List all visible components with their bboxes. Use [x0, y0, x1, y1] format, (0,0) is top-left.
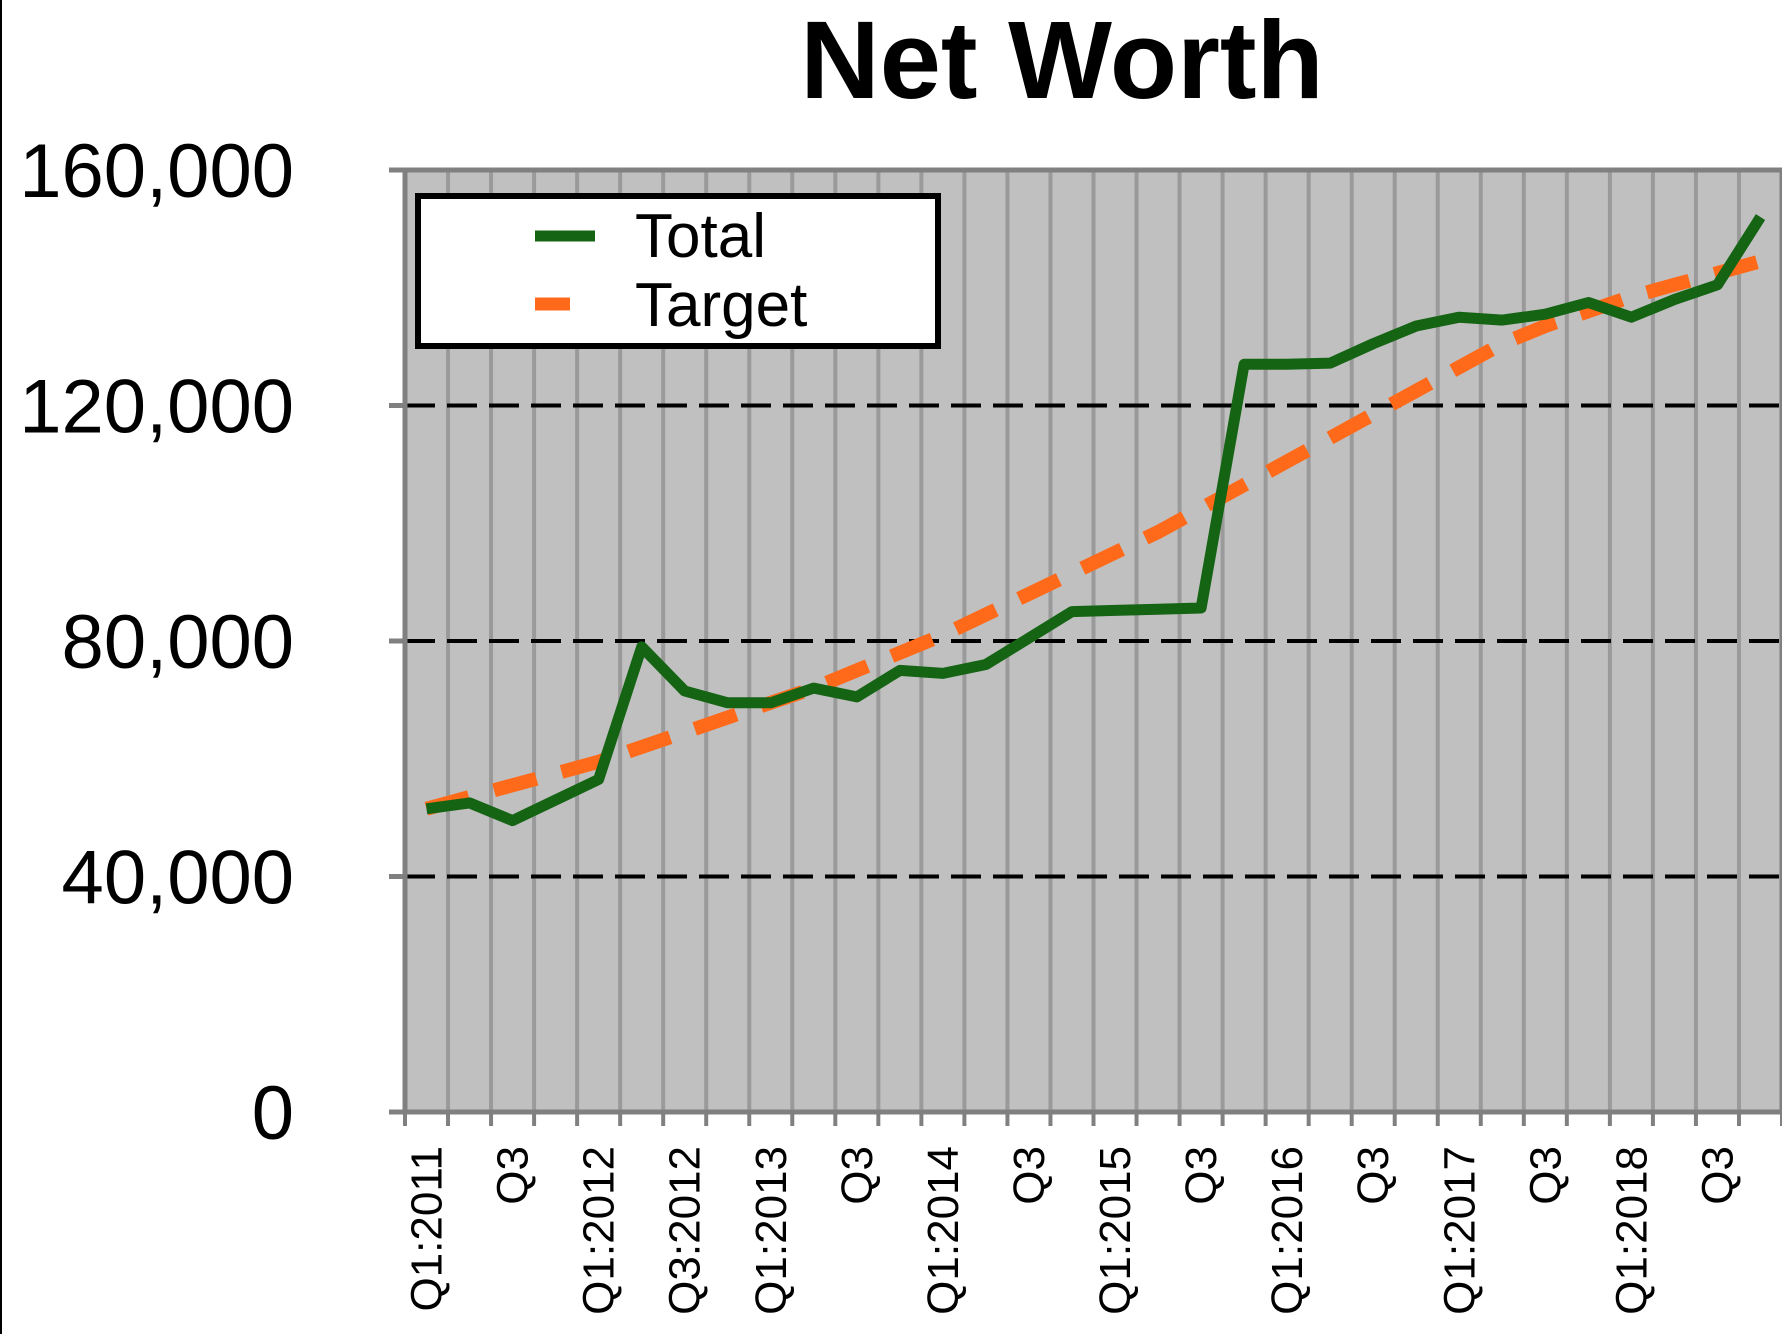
- y-tick-label: 120,000: [19, 365, 294, 450]
- y-tick-label: 160,000: [19, 129, 294, 214]
- y-axis: 0 40,000 80,000 120,000 160,000: [19, 129, 405, 1156]
- x-tick-label: Q3: [1521, 1146, 1570, 1205]
- x-tick-label: Q3: [1005, 1146, 1054, 1205]
- x-tick-label: Q1:2012: [575, 1146, 624, 1315]
- x-tick-label: Q1:2018: [1607, 1146, 1656, 1315]
- legend-label-target: Target: [635, 271, 807, 340]
- legend: Total Target: [415, 193, 941, 349]
- x-tick-label: Q1:2015: [1091, 1146, 1140, 1315]
- x-tick-label: Q1:2016: [1263, 1146, 1312, 1315]
- x-tick-label: Q3: [833, 1146, 882, 1205]
- series-line-total: [425, 214, 1766, 827]
- x-tick-label: Q3:2012: [661, 1146, 710, 1315]
- y-tick-label: 80,000: [62, 600, 294, 685]
- x-tick-label: Q1:2011: [403, 1146, 452, 1312]
- x-tick-label: Q1:2013: [747, 1146, 796, 1315]
- legend-label-total: Total: [635, 202, 766, 271]
- x-tick-label: Q3: [1177, 1146, 1226, 1205]
- x-tick-label: Q3: [1693, 1146, 1742, 1205]
- x-tick-label: Q3: [1349, 1146, 1398, 1205]
- x-tick-label: Q1:2014: [919, 1146, 968, 1315]
- legend-box: [415, 193, 941, 349]
- x-tick-label: Q1:2017: [1435, 1146, 1484, 1315]
- chart-title: Net Worth: [800, 0, 1323, 122]
- x-axis: Q1:2011 Q3 Q1:2012 Q3:2012 Q1:2013 Q3 Q1:2014 Q…: [403, 1112, 1782, 1315]
- y-tick-label: 40,000: [62, 836, 294, 921]
- horizontal-gridlines: [405, 403, 1782, 879]
- x-tick-label: Q3: [489, 1146, 538, 1205]
- series-line-target: [424, 254, 1763, 816]
- y-tick-label: 0: [252, 1071, 294, 1156]
- series-layer: [424, 214, 1766, 827]
